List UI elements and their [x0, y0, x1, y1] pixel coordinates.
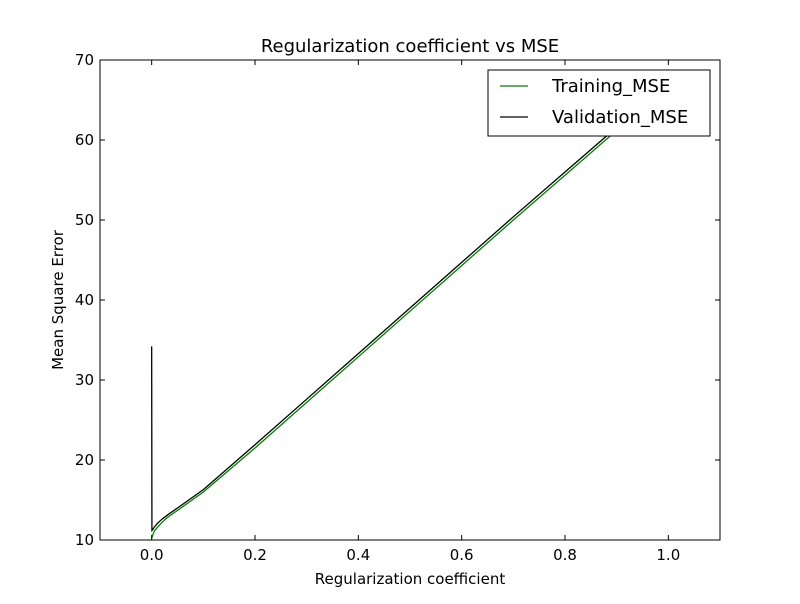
y-tick-label: 50 — [75, 211, 94, 229]
x-tick-label: 0.8 — [553, 546, 577, 564]
chart-title: Regularization coefficient vs MSE — [261, 36, 559, 57]
legend-label-training: Training_MSE — [551, 76, 670, 97]
series-line-training-mse — [151, 84, 669, 539]
legend-box — [487, 69, 711, 137]
x-axis-label: Regularization coefficient — [315, 570, 506, 588]
y-tick-label: 20 — [75, 451, 94, 469]
x-tick-label: 0.2 — [243, 546, 267, 564]
legend: Training_MSE Validation_MSE — [487, 69, 711, 137]
axis-ticks — [100, 59, 720, 541]
x-tick-label: 0.4 — [346, 546, 370, 564]
y-tick-label: 60 — [75, 131, 94, 149]
x-tick-label: 1.0 — [656, 546, 680, 564]
legend-label-validation: Validation_MSE — [552, 107, 688, 128]
y-tick-label: 70 — [75, 51, 94, 69]
series-line-validation-mse — [151, 81, 669, 533]
y-tick-label: 40 — [75, 291, 94, 309]
series-layer — [151, 81, 669, 539]
y-tick-label: 30 — [75, 371, 94, 389]
axis-tick-labels: 0.0 0.2 0.4 0.6 0.8 1.0 10 20 30 40 50 60 70 — [75, 51, 680, 564]
x-tick-label: 0.0 — [140, 546, 164, 564]
y-axis-label: Mean Square Error — [49, 229, 67, 370]
x-tick-label: 0.6 — [450, 546, 474, 564]
y-tick-label: 10 — [75, 531, 94, 549]
